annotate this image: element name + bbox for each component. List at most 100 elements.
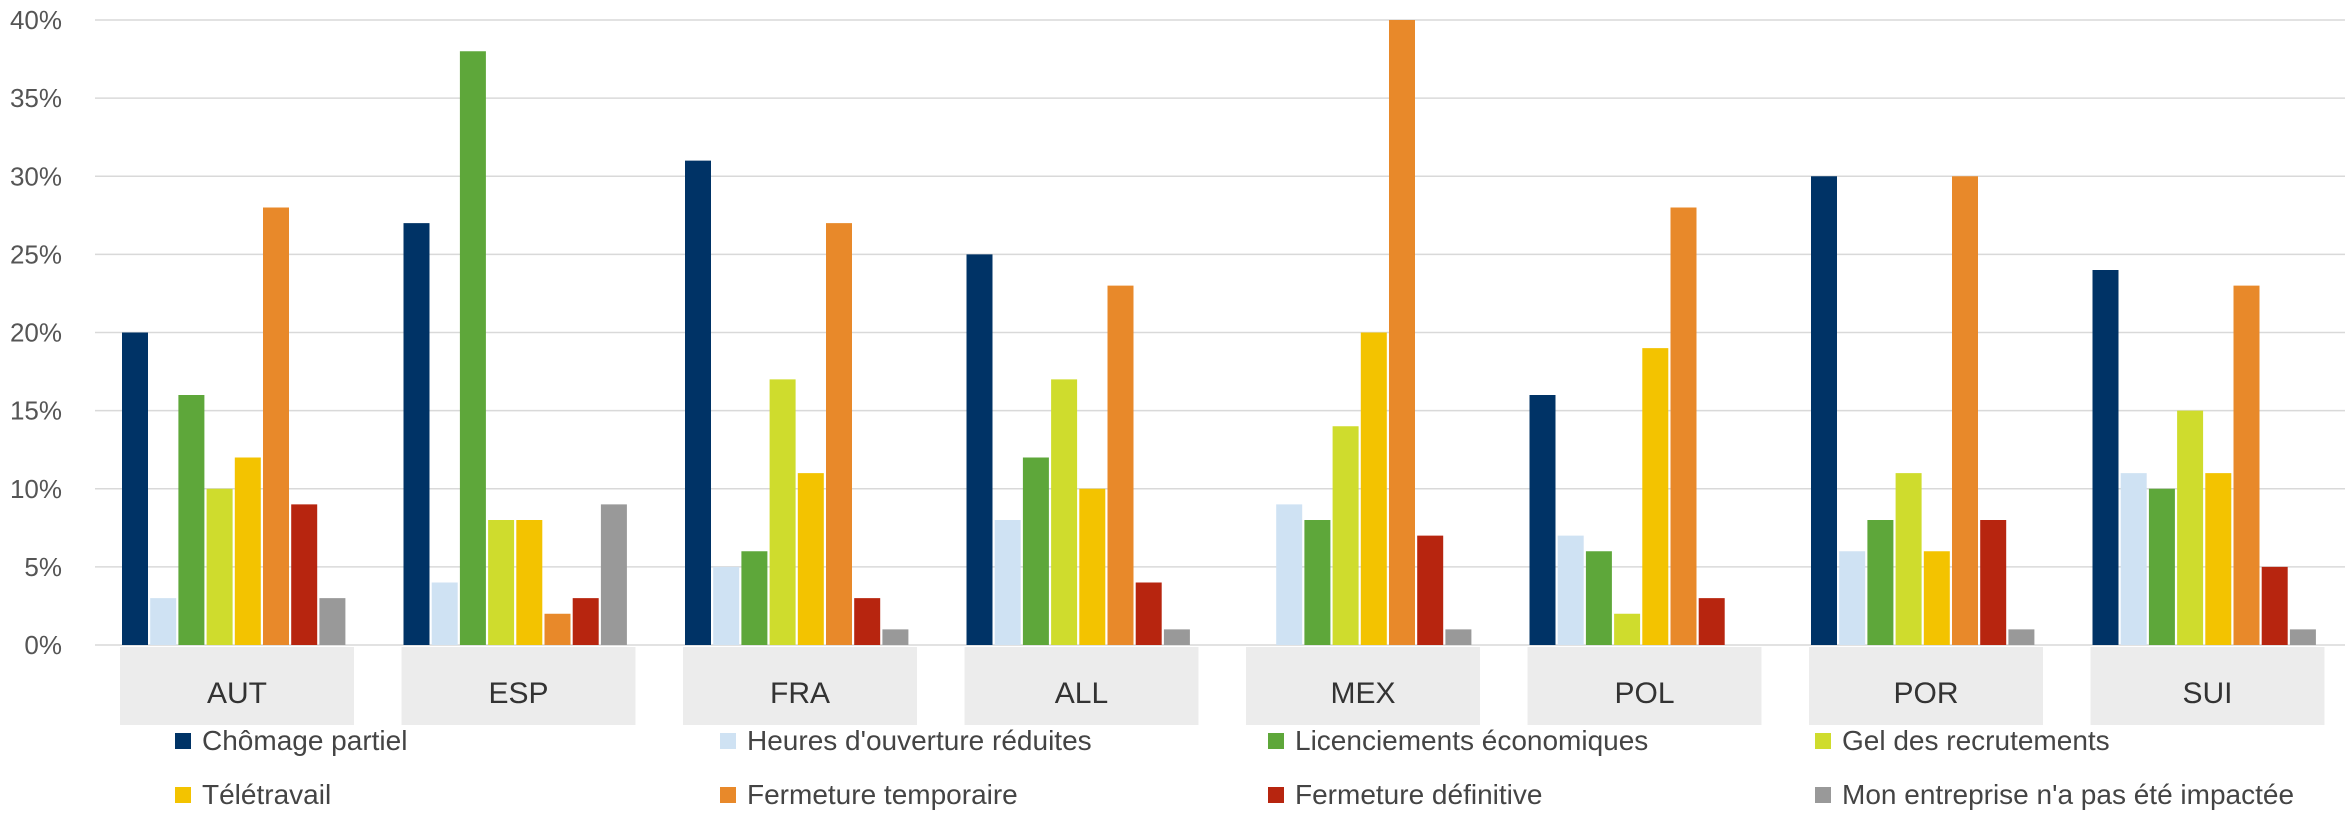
bar-pol-series-5	[1670, 207, 1697, 645]
legend-label: Chômage partiel	[202, 725, 407, 756]
legend-label: Fermeture temporaire	[747, 779, 1018, 810]
bar-mex-series-7	[1445, 629, 1472, 645]
category-label: POR	[1893, 677, 1958, 710]
category-label: MEX	[1330, 677, 1395, 710]
y-tick-label: 5%	[24, 552, 62, 582]
bar-all-series-6	[1135, 582, 1162, 645]
category-box	[1527, 647, 1762, 725]
category-label: FRA	[770, 677, 830, 710]
bar-sui-series-4	[2205, 473, 2232, 645]
bar-aut-series-7	[319, 598, 346, 645]
bar-fra-series-7	[882, 629, 909, 645]
bar-mex-series-3	[1332, 426, 1359, 645]
bar-por-series-0	[1811, 176, 1837, 645]
bar-sui-series-6	[2261, 566, 2288, 645]
category-box	[1246, 647, 1480, 725]
legend-item: Télétravail	[175, 779, 331, 810]
bar-fra-series-4	[797, 473, 824, 645]
bar-esp-series-2	[459, 51, 486, 645]
legend-item: Chômage partiel	[175, 725, 407, 756]
bar-fra-series-3	[769, 379, 796, 645]
legend-swatch	[1815, 787, 1831, 803]
bar-esp-series-5	[544, 613, 571, 645]
bar-mex-series-2	[1304, 520, 1331, 645]
bar-sui-series-1	[2120, 473, 2147, 645]
bar-por-series-6	[1980, 520, 2007, 645]
y-tick-label: 30%	[10, 161, 62, 191]
bar-mex-series-1	[1276, 504, 1303, 645]
y-tick-label: 40%	[10, 5, 62, 35]
legend-label: Gel des recrutements	[1842, 725, 2110, 756]
category-labels: AUT ESP FRA ALL MEX POL POR SUI	[120, 647, 2325, 725]
bar-aut-series-5	[263, 207, 289, 645]
bar-mex-series-5	[1389, 20, 1415, 645]
legend-item: Fermeture définitive	[1268, 779, 1542, 810]
bar-all-series-4	[1079, 488, 1106, 645]
bar-all-series-7	[1163, 629, 1190, 645]
category-label: AUT	[207, 677, 267, 710]
bar-aut-series-2	[178, 395, 205, 645]
legend-label: Télétravail	[202, 779, 331, 810]
category-box	[1809, 647, 2043, 725]
bar-fra-series-5	[826, 223, 852, 645]
bar-sui-series-2	[2148, 488, 2175, 645]
legend-item: Fermeture temporaire	[720, 779, 1018, 810]
category-box	[2090, 647, 2325, 725]
bar-esp-series-7	[600, 504, 627, 645]
legend-swatch	[1268, 787, 1284, 803]
legend: Chômage partiel Heures d'ouverture réduit…	[175, 725, 2294, 810]
legend-label: Licenciements économiques	[1295, 725, 1648, 756]
y-tick-label: 20%	[10, 318, 62, 348]
category-label: SUI	[2182, 677, 2232, 710]
bar-pol-series-0	[1529, 395, 1556, 645]
bar-sui-series-0	[2092, 270, 2119, 645]
bar-sui-series-5	[2233, 285, 2260, 645]
bar-por-series-5	[1952, 176, 1978, 645]
bar-fra-series-0	[685, 160, 711, 645]
bar-fra-series-1	[713, 566, 740, 645]
legend-swatch	[1815, 733, 1831, 749]
bar-pol-series-1	[1557, 535, 1584, 645]
bar-esp-series-3	[488, 520, 515, 645]
legend-item: Mon entreprise n'a pas été impactée	[1815, 779, 2294, 810]
bar-sui-series-7	[2289, 629, 2316, 645]
bar-all-series-2	[1022, 457, 1049, 645]
bar-fra-series-2	[741, 551, 768, 645]
bar-por-series-4	[1923, 551, 1950, 645]
legend-label: Heures d'ouverture réduites	[747, 725, 1092, 756]
bar-esp-series-6	[572, 598, 599, 645]
y-tick-label: 15%	[10, 396, 62, 426]
legend-swatch	[720, 733, 736, 749]
legend-label: Fermeture définitive	[1295, 779, 1542, 810]
legend-item: Gel des recrutements	[1815, 725, 2110, 756]
bar-esp-series-4	[516, 520, 543, 645]
bar-por-series-2	[1867, 520, 1894, 645]
category-box	[401, 647, 636, 725]
bar-fra-series-6	[854, 598, 881, 645]
bar-pol-series-6	[1698, 598, 1725, 645]
y-axis-tick-labels: 0% 5% 10% 15% 20% 25% 30% 35% 40%	[10, 5, 62, 660]
bar-aut-series-6	[291, 504, 318, 645]
bar-por-series-3	[1895, 473, 1922, 645]
category-box	[683, 647, 917, 725]
y-tick-label: 10%	[10, 474, 62, 504]
bar-por-series-7	[2008, 629, 2035, 645]
bar-all-series-5	[1107, 285, 1134, 645]
legend-swatch	[175, 787, 191, 803]
category-label: ESP	[488, 677, 548, 710]
gridlines	[95, 19, 2345, 646]
bar-por-series-1	[1839, 551, 1866, 645]
category-box	[964, 647, 1199, 725]
y-tick-label: 25%	[10, 239, 62, 269]
bar-all-series-3	[1051, 379, 1078, 645]
legend-swatch	[175, 733, 191, 749]
legend-swatch	[1268, 733, 1284, 749]
bar-aut-series-3	[206, 488, 233, 645]
legend-item: Licenciements économiques	[1268, 725, 1648, 756]
bar-esp-series-0	[403, 223, 430, 645]
bar-pol-series-4	[1642, 348, 1669, 645]
bar-pol-series-2	[1585, 551, 1612, 645]
bars	[122, 20, 2316, 645]
bar-aut-series-1	[150, 598, 177, 645]
